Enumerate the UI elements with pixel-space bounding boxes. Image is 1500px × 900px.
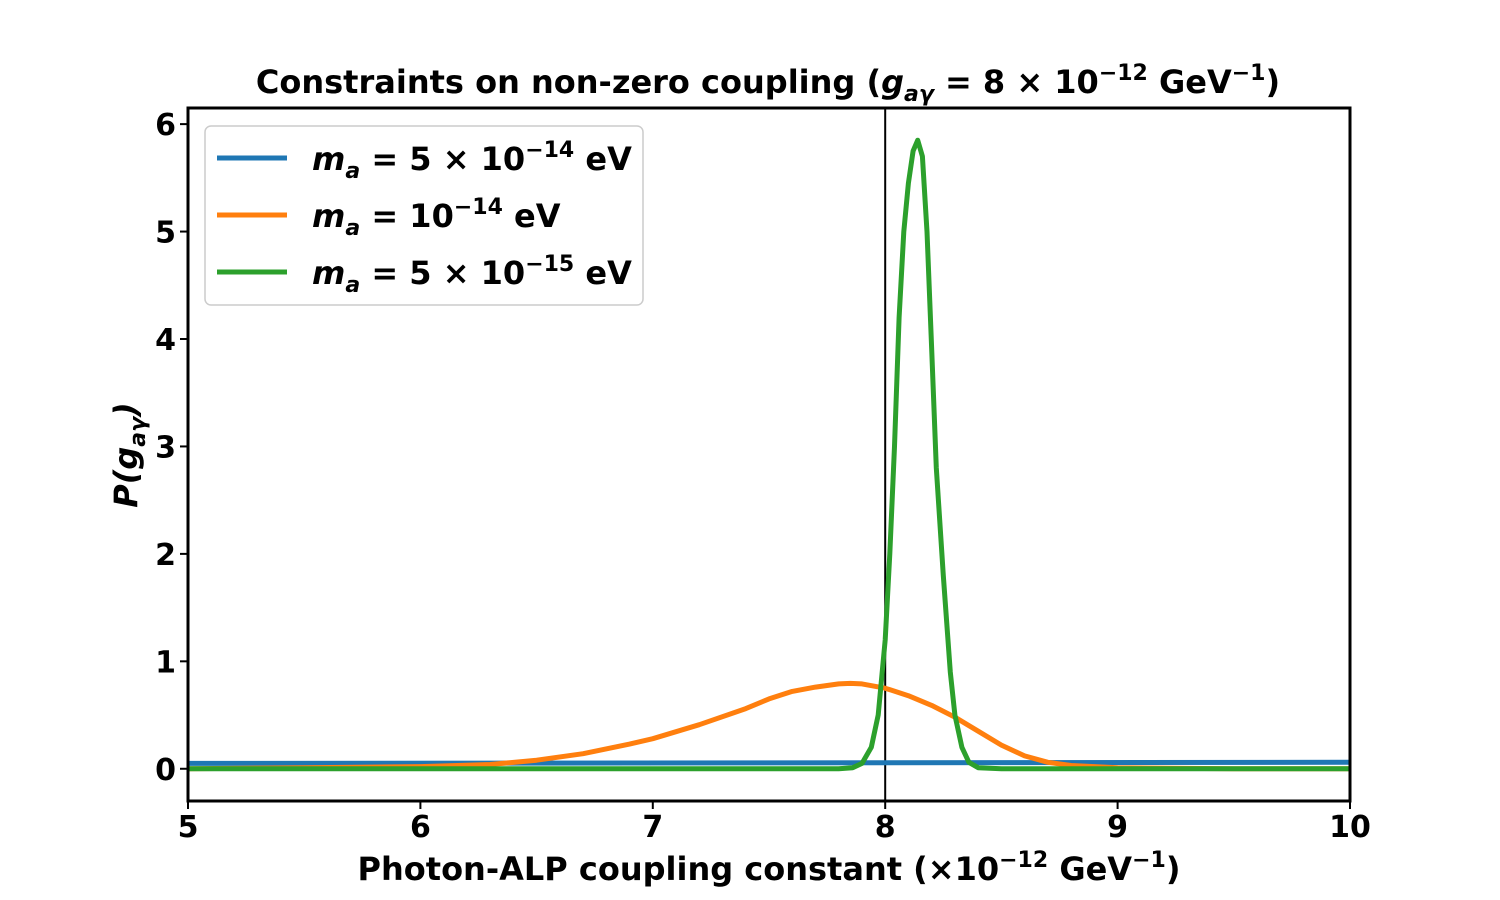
y-axis-label: P(gaγ): [107, 402, 151, 507]
x-axis-label: Photon-ALP coupling constant (×10−12 GeV…: [358, 848, 1181, 888]
y-tick-label: 1: [155, 645, 176, 680]
y-tick-label: 4: [155, 323, 176, 358]
y-tick-label: 6: [155, 108, 176, 143]
y-tick-label: 2: [155, 538, 176, 573]
y-tick-label: 5: [155, 216, 176, 251]
series-line-1: [188, 680, 1350, 772]
axis-ticks: 5 6 7 8 9 10 0 1 2 3 4 5 6: [155, 108, 1371, 845]
chart-title: Constraints on non-zero coupling (gaγ = …: [256, 61, 1280, 107]
series-line-2: [188, 137, 1350, 772]
x-tick-label: 7: [642, 810, 663, 845]
y-tick-label: 3: [155, 430, 176, 465]
x-tick-label: 10: [1329, 810, 1371, 845]
x-tick-label: 5: [178, 810, 199, 845]
legend-box: [204, 125, 644, 306]
plot-area: [188, 108, 1350, 801]
legend-label-ma-5e-14: ma = 5 × 10−14 eV: [312, 138, 632, 184]
legend-label-ma-1e-14: ma = 10−14 eV: [312, 195, 561, 241]
x-tick-label: 6: [410, 810, 431, 845]
series-line-0: [188, 759, 1350, 766]
legend-label-ma-5e-15: ma = 5 × 10−15 eV: [312, 252, 632, 298]
axes-frame: [186, 106, 1352, 803]
x-tick-label: 8: [875, 810, 896, 845]
y-tick-label: 0: [155, 753, 176, 788]
legend: ma = 5 × 10−14 eV ma = 10−14 eV ma = 5 ×…: [204, 125, 644, 306]
x-tick-label: 9: [1107, 810, 1128, 845]
